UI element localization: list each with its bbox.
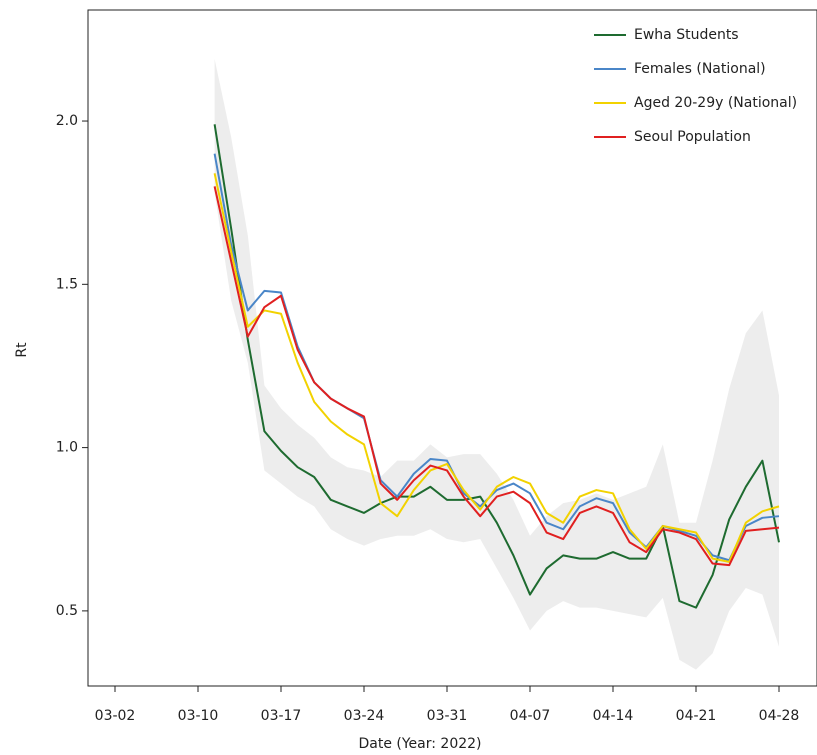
y-tick-label: 2.0 <box>56 113 78 129</box>
plot-frame <box>87 9 817 687</box>
x-tick-label: 03-10 <box>178 708 219 724</box>
x-tick-label: 04-28 <box>759 708 800 724</box>
x-tick-label: 04-07 <box>510 708 551 724</box>
series-line <box>213 124 780 609</box>
legend-label: Ewha Students <box>634 27 739 43</box>
y-tick-label: 1.0 <box>56 440 78 456</box>
x-axis-label: Date (Year: 2022) <box>358 736 481 752</box>
y-axis-label: Rt <box>14 342 30 358</box>
x-tick-label: 04-21 <box>676 708 717 724</box>
confidence-band <box>214 58 780 670</box>
series-line <box>213 173 780 563</box>
x-tick-label: 04-14 <box>593 708 634 724</box>
x-tick-label: 03-31 <box>427 708 468 724</box>
legend-label: Aged 20-29y (National) <box>634 95 797 111</box>
x-tick-label: 03-02 <box>95 708 136 724</box>
y-tick-label: 1.5 <box>56 276 78 292</box>
y-tick-label: 0.5 <box>56 603 78 619</box>
legend-label: Seoul Population <box>634 129 751 145</box>
series-line <box>213 186 780 567</box>
legend-label: Females (National) <box>634 61 766 77</box>
x-tick-label: 03-24 <box>344 708 385 724</box>
x-tick-label: 03-17 <box>261 708 302 724</box>
